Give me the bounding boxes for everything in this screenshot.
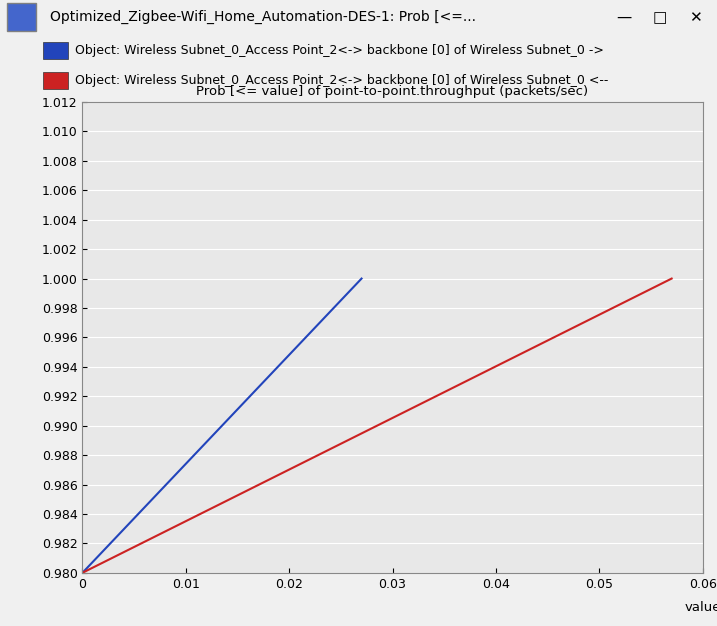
Text: —: — [616,10,632,24]
FancyBboxPatch shape [43,72,68,89]
Text: □: □ [652,10,667,24]
FancyBboxPatch shape [7,4,36,31]
Text: ✕: ✕ [689,10,702,24]
Title: Prob [<= value] of point-to-point.throughput (packets/sec): Prob [<= value] of point-to-point.throug… [196,85,589,98]
FancyBboxPatch shape [43,43,68,59]
Text: Object: Wireless Subnet_0_Access Point_2<-> backbone [0] of Wireless Subnet_0 ->: Object: Wireless Subnet_0_Access Point_2… [75,44,604,57]
Text: Optimized_Zigbee-Wifi_Home_Automation-DES-1: Prob [<=...: Optimized_Zigbee-Wifi_Home_Automation-DE… [50,10,476,24]
Text: Object: Wireless Subnet_0_Access Point_2<-> backbone [0] of Wireless Subnet_0 <-: Object: Wireless Subnet_0_Access Point_2… [75,74,609,87]
X-axis label: value: value [685,601,717,614]
